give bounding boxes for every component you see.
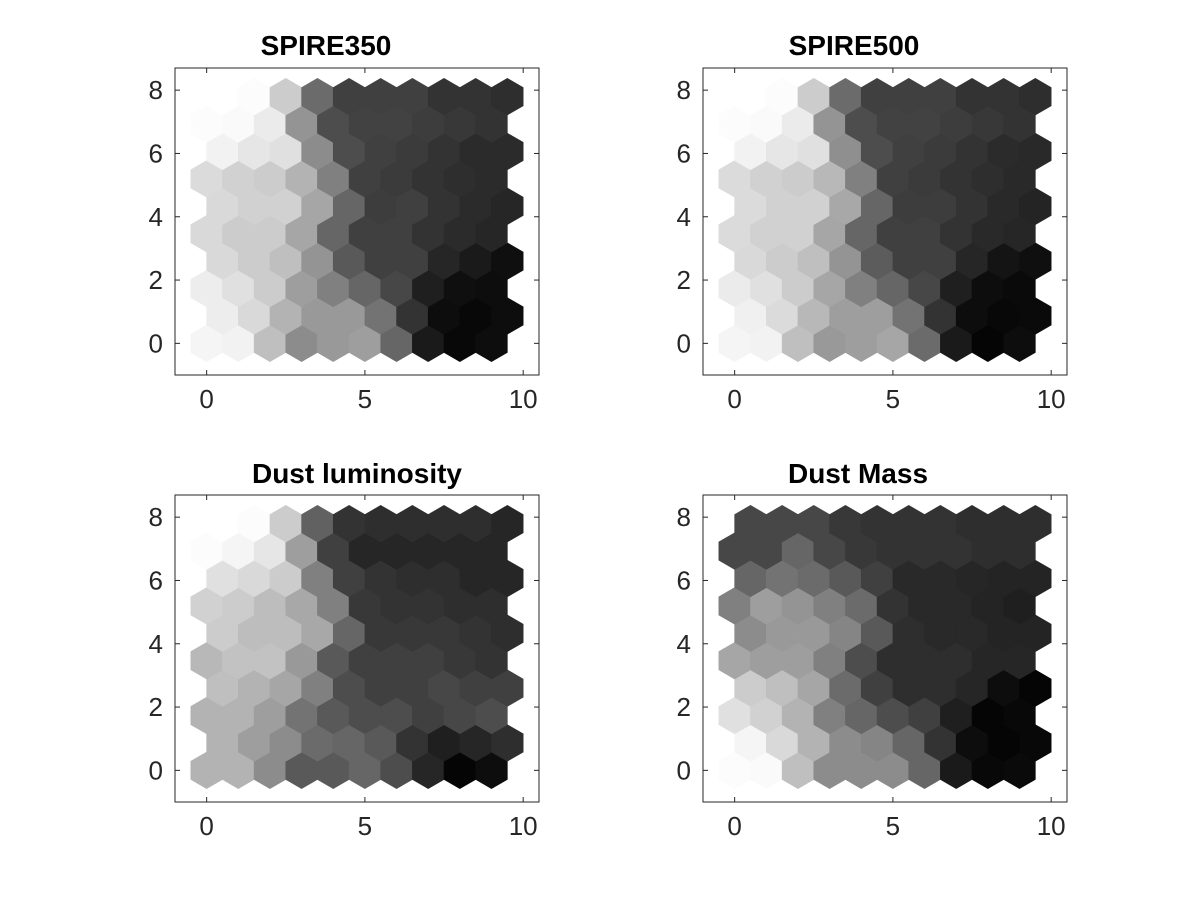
axes-frame: [174, 494, 540, 803]
hex-cell: [1019, 505, 1052, 543]
panel-title: Dust Mass: [788, 458, 928, 489]
x-tick-label: 5: [358, 811, 372, 841]
y-tick-label: 8: [677, 502, 691, 532]
hex-cell: [491, 505, 524, 543]
hex-cells: [190, 505, 524, 789]
y-tick-label: 0: [149, 328, 163, 358]
y-tick-label: 0: [149, 755, 163, 785]
panel-spire500: SPIRE500 0 5 10 0 2 4 6 8: [677, 30, 1068, 414]
y-tick-label: 0: [677, 328, 691, 358]
x-tick-label: 10: [1037, 384, 1066, 414]
y-tick-label: 2: [677, 692, 691, 722]
y-tick-label: 2: [149, 692, 163, 722]
y-tick-label: 6: [149, 565, 163, 595]
x-tick-label: 10: [1037, 811, 1066, 841]
y-tick-label: 4: [677, 202, 691, 232]
hex-cells: [190, 78, 524, 362]
axes-frame: [174, 67, 540, 376]
y-tick-label: 4: [149, 629, 163, 659]
panel-title: SPIRE350: [261, 30, 392, 61]
panel-title: Dust luminosity: [252, 458, 462, 489]
x-tick-label: 0: [727, 811, 741, 841]
x-tick-label: 10: [509, 384, 538, 414]
panel-title: SPIRE500: [789, 30, 920, 61]
y-tick-label: 8: [149, 502, 163, 532]
axes-frame: [702, 67, 1068, 376]
hex-cells: [718, 505, 1052, 789]
y-tick-label: 2: [149, 265, 163, 295]
y-tick-label: 6: [677, 138, 691, 168]
y-tick-label: 2: [677, 265, 691, 295]
y-tick-label: 6: [149, 138, 163, 168]
y-tick-label: 8: [149, 75, 163, 105]
x-tick-label: 5: [886, 811, 900, 841]
x-tick-label: 0: [199, 384, 213, 414]
x-tick-label: 0: [727, 384, 741, 414]
x-tick-label: 5: [886, 384, 900, 414]
hex-cells: [718, 78, 1052, 362]
y-tick-label: 8: [677, 75, 691, 105]
panel-dust-luminosity: Dust luminosity 0 5 10 0 2 4 6 8: [149, 458, 540, 841]
hex-cell: [491, 78, 524, 116]
x-tick-label: 5: [358, 384, 372, 414]
x-tick-label: 10: [509, 811, 538, 841]
y-tick-label: 6: [677, 565, 691, 595]
y-tick-label: 0: [677, 755, 691, 785]
axes-frame: [702, 494, 1068, 803]
panel-dust-mass: Dust Mass 0 5 10 0 2 4 6 8: [677, 458, 1068, 841]
x-tick-label: 0: [199, 811, 213, 841]
panel-spire350: SPIRE350 0 5 10 0 2 4 6 8: [149, 30, 540, 414]
hex-cell: [1019, 78, 1052, 116]
y-tick-label: 4: [677, 629, 691, 659]
y-tick-label: 4: [149, 202, 163, 232]
